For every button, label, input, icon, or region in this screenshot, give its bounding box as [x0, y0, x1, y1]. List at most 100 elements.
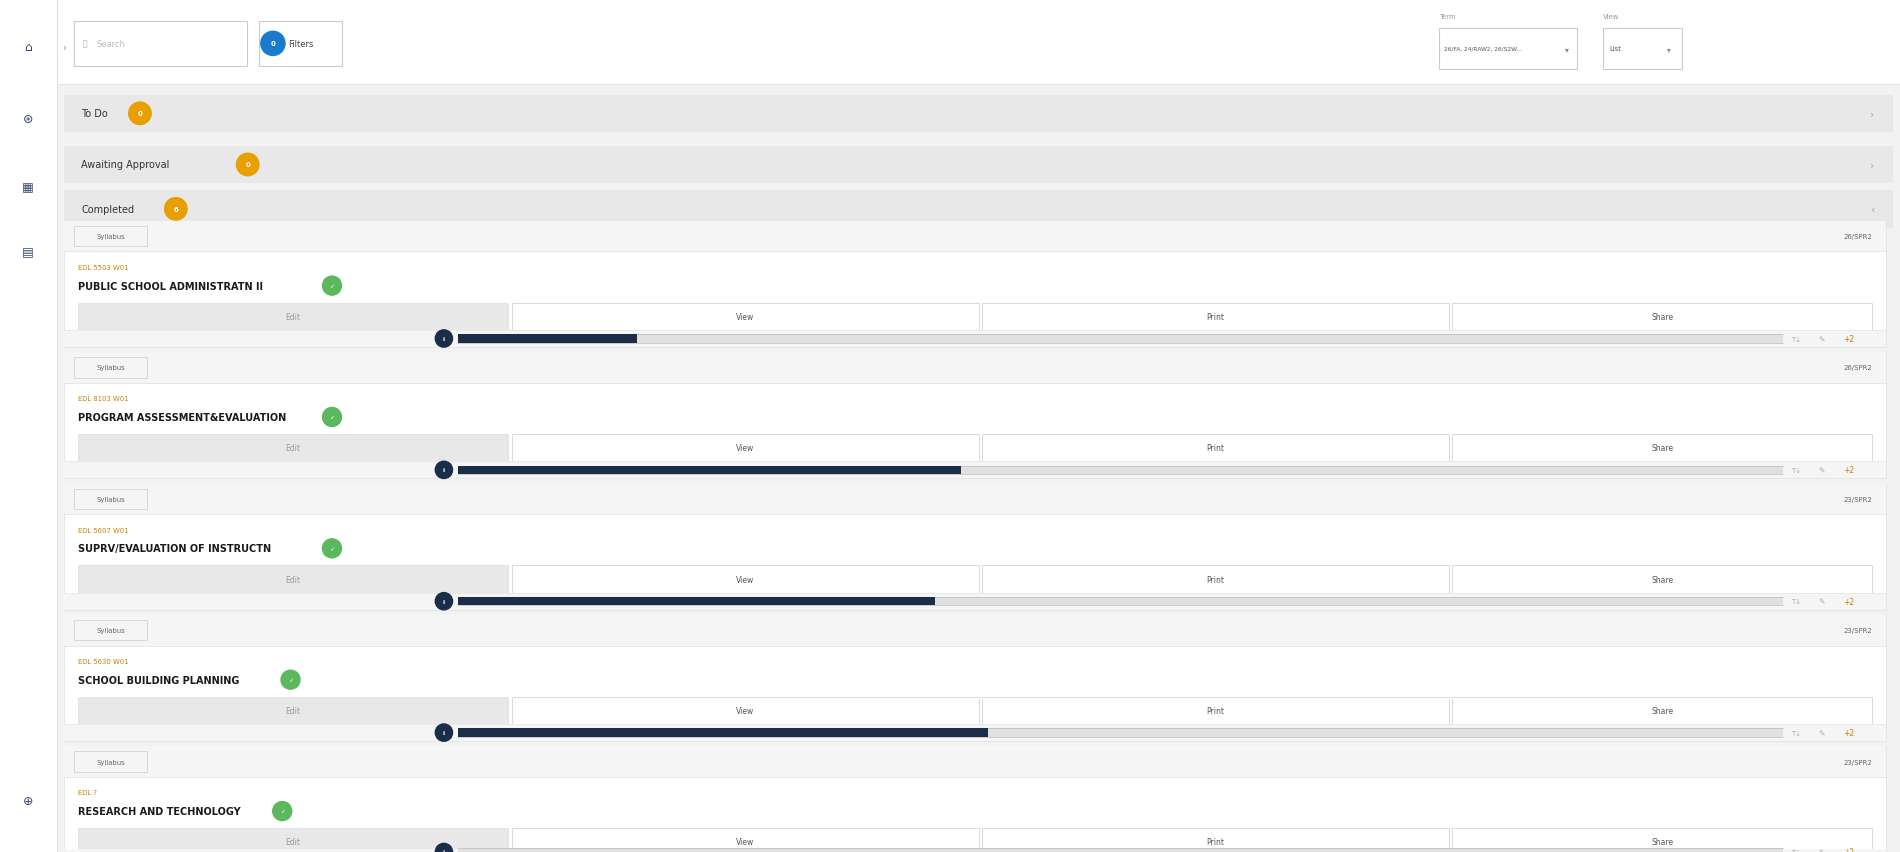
Text: 23/SPR2: 23/SPR2	[1843, 758, 1872, 765]
Text: ›: ›	[1870, 109, 1875, 119]
Text: ‹: ‹	[1870, 204, 1875, 215]
Bar	[1438, 29, 1577, 70]
Bar	[78, 697, 509, 724]
Bar	[1452, 303, 1872, 331]
Text: Completed: Completed	[82, 204, 135, 215]
Text: Filters: Filters	[289, 40, 314, 49]
Text: To Do: To Do	[82, 109, 108, 119]
Text: ▦: ▦	[21, 181, 34, 194]
Text: 26/SPR2: 26/SPR2	[1843, 365, 1872, 371]
Bar	[65, 353, 1887, 383]
Text: 0: 0	[245, 162, 251, 169]
Bar	[1604, 29, 1682, 70]
Text: Share: Share	[1651, 313, 1674, 321]
Text: Syllabus: Syllabus	[97, 758, 125, 765]
Text: ⊕: ⊕	[23, 794, 32, 808]
Text: ✎: ✎	[1818, 597, 1826, 606]
Text: ⌂: ⌂	[23, 41, 32, 55]
Text: Syllabus: Syllabus	[97, 627, 125, 634]
Text: Edit: Edit	[285, 838, 300, 846]
Text: EDL 5630 W01: EDL 5630 W01	[78, 658, 129, 665]
Bar	[458, 597, 935, 606]
Circle shape	[236, 154, 258, 176]
Text: Share: Share	[1651, 575, 1674, 584]
Bar	[65, 95, 1892, 133]
Text: Awaiting Approval: Awaiting Approval	[82, 160, 169, 170]
Circle shape	[281, 671, 300, 689]
Circle shape	[129, 103, 152, 125]
Text: 23/SPR2: 23/SPR2	[1843, 627, 1872, 634]
Circle shape	[323, 277, 342, 296]
Text: Share: Share	[1651, 838, 1674, 846]
Bar	[65, 615, 1887, 741]
Circle shape	[435, 843, 452, 852]
Text: +2: +2	[1843, 335, 1854, 343]
Text: Print: Print	[1206, 444, 1224, 452]
Bar	[65, 484, 1887, 515]
Text: ✓: ✓	[279, 809, 285, 814]
Text: T↓: T↓	[1792, 729, 1801, 736]
Bar	[65, 147, 1892, 184]
Text: Share: Share	[1651, 444, 1674, 452]
Bar	[74, 751, 146, 772]
Text: PROGRAM ASSESSMENT&EVALUATION: PROGRAM ASSESSMENT&EVALUATION	[78, 412, 287, 423]
Circle shape	[435, 462, 452, 479]
Bar	[74, 22, 247, 66]
Text: View: View	[1604, 14, 1619, 20]
Text: View: View	[735, 313, 754, 321]
Text: PUBLIC SCHOOL ADMINISTRATN II: PUBLIC SCHOOL ADMINISTRATN II	[78, 281, 262, 291]
Text: T↓: T↓	[1792, 598, 1801, 605]
Text: ▤: ▤	[21, 245, 34, 259]
Text: i: i	[443, 730, 445, 735]
Text: SCHOOL BUILDING PLANNING: SCHOOL BUILDING PLANNING	[78, 675, 239, 685]
Text: 6: 6	[173, 206, 179, 213]
Text: ⊛: ⊛	[23, 112, 32, 126]
Circle shape	[274, 802, 293, 820]
Text: +2: +2	[1843, 728, 1854, 737]
Text: List: List	[1609, 46, 1623, 53]
Text: +2: +2	[1843, 848, 1854, 852]
Bar	[65, 615, 1887, 646]
Text: ✓: ✓	[329, 415, 334, 420]
Text: ✎: ✎	[1818, 728, 1826, 737]
Text: View: View	[735, 706, 754, 715]
Text: 🔍: 🔍	[84, 40, 87, 49]
Text: SUPRV/EVALUATION OF INSTRUCTN: SUPRV/EVALUATION OF INSTRUCTN	[78, 544, 272, 554]
Text: ✎: ✎	[1818, 848, 1826, 852]
Bar	[74, 227, 146, 247]
Text: 26/SPR2: 26/SPR2	[1843, 233, 1872, 240]
Bar	[78, 828, 509, 852]
Bar	[458, 728, 1782, 737]
Bar	[65, 593, 1887, 610]
Text: Print: Print	[1206, 838, 1224, 846]
Bar	[982, 303, 1448, 331]
Bar	[982, 697, 1448, 724]
Bar	[511, 697, 978, 724]
Text: Syllabus: Syllabus	[97, 496, 125, 503]
Text: ▾: ▾	[1566, 45, 1569, 54]
Text: i: i	[443, 337, 445, 342]
Text: RESEARCH AND TECHNOLOGY: RESEARCH AND TECHNOLOGY	[78, 806, 241, 816]
Text: Search: Search	[97, 40, 125, 49]
Text: EDL 8103 W01: EDL 8103 W01	[78, 395, 129, 402]
Bar	[74, 358, 146, 378]
Text: Edit: Edit	[285, 706, 300, 715]
Text: View: View	[735, 838, 754, 846]
Text: 23/SPR2: 23/SPR2	[1843, 496, 1872, 503]
Bar	[57, 0, 1900, 85]
Bar	[65, 222, 1887, 252]
Circle shape	[435, 331, 452, 348]
Text: Share: Share	[1651, 706, 1674, 715]
Bar	[511, 303, 978, 331]
Text: ▾: ▾	[1666, 45, 1670, 54]
Bar	[458, 848, 1782, 852]
Bar	[65, 484, 1887, 610]
Text: Print: Print	[1206, 313, 1224, 321]
Text: ✓: ✓	[329, 284, 334, 289]
Bar	[65, 746, 1887, 849]
Circle shape	[435, 593, 452, 610]
Text: Edit: Edit	[285, 444, 300, 452]
Text: Term: Term	[1438, 14, 1455, 20]
Circle shape	[435, 724, 452, 741]
Text: ✓: ✓	[289, 677, 293, 682]
